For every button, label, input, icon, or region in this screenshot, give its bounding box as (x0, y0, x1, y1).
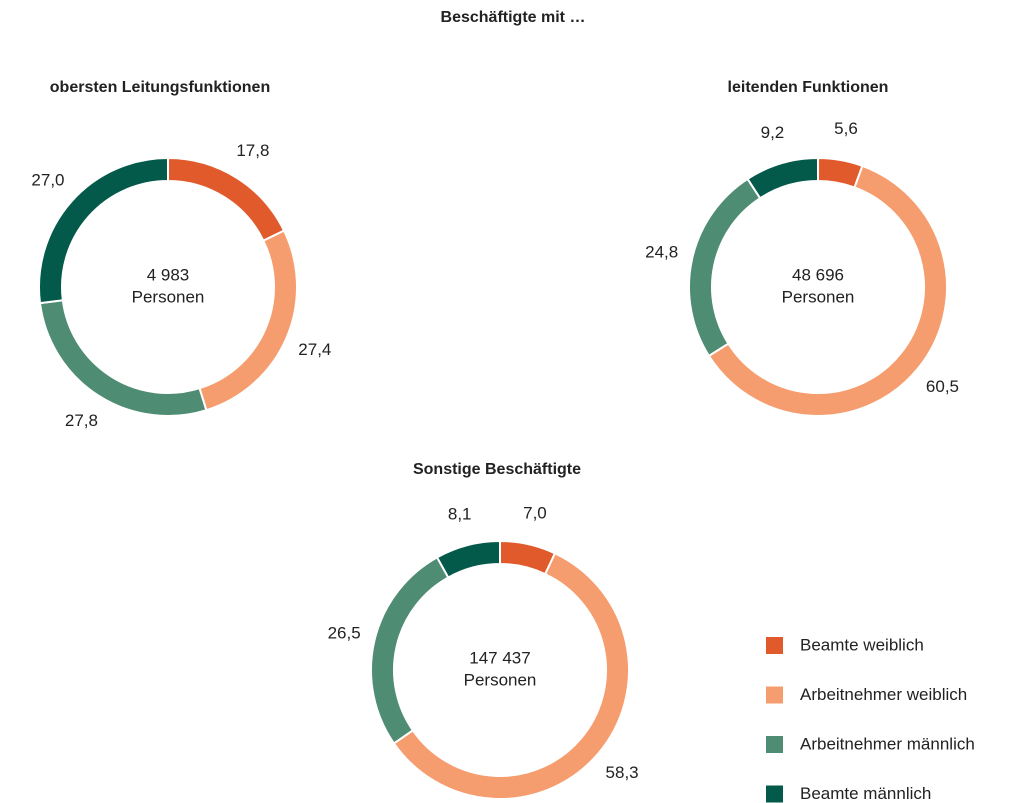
page-title: Beschäftigte mit … (441, 9, 586, 26)
data-label: 58,3 (606, 763, 639, 782)
data-label: 60,5 (926, 377, 959, 396)
donut-segment (370, 556, 450, 745)
data-label: 17,8 (236, 141, 269, 160)
legend-label: Arbeitnehmer weiblich (800, 685, 967, 704)
legend-label: Arbeitnehmer männlich (800, 734, 975, 753)
center-label: Personen (132, 287, 205, 306)
center-label: Personen (464, 670, 537, 689)
donut-segment (435, 539, 501, 579)
legend-swatch (766, 686, 783, 704)
chart-title: Sonstige Beschäftigte (413, 461, 581, 478)
chart-title: leitenden Funktionen (728, 79, 889, 96)
center-label: 147 437 (469, 648, 530, 667)
donut-segment (688, 177, 762, 358)
legend-label: Beamte weiblich (800, 635, 924, 654)
center-label: 48 696 (792, 265, 844, 284)
chart-title: obersten Leitungsfunktionen (50, 79, 270, 96)
donut-segment (38, 156, 169, 305)
data-label: 5,6 (834, 119, 858, 138)
data-label: 8,1 (448, 505, 472, 524)
center-label: 4 983 (147, 265, 190, 284)
data-label: 9,2 (761, 123, 785, 142)
donut-segment (167, 156, 286, 243)
legend-label: Beamte männlich (800, 784, 931, 803)
legend-swatch (766, 736, 783, 753)
center-label: Personen (782, 287, 855, 306)
data-label: 26,5 (328, 623, 361, 642)
legend-swatch (766, 637, 783, 654)
data-label: 24,8 (645, 242, 678, 261)
donut-segment (707, 164, 948, 417)
legend-swatch (766, 785, 783, 803)
data-label: 27,4 (298, 340, 331, 359)
data-label: 27,8 (65, 411, 98, 430)
donut-segment (38, 299, 208, 417)
data-label: 27,0 (31, 171, 64, 190)
donut-segment (746, 156, 819, 200)
data-label: 7,0 (523, 503, 547, 522)
donut-segment (198, 229, 298, 412)
